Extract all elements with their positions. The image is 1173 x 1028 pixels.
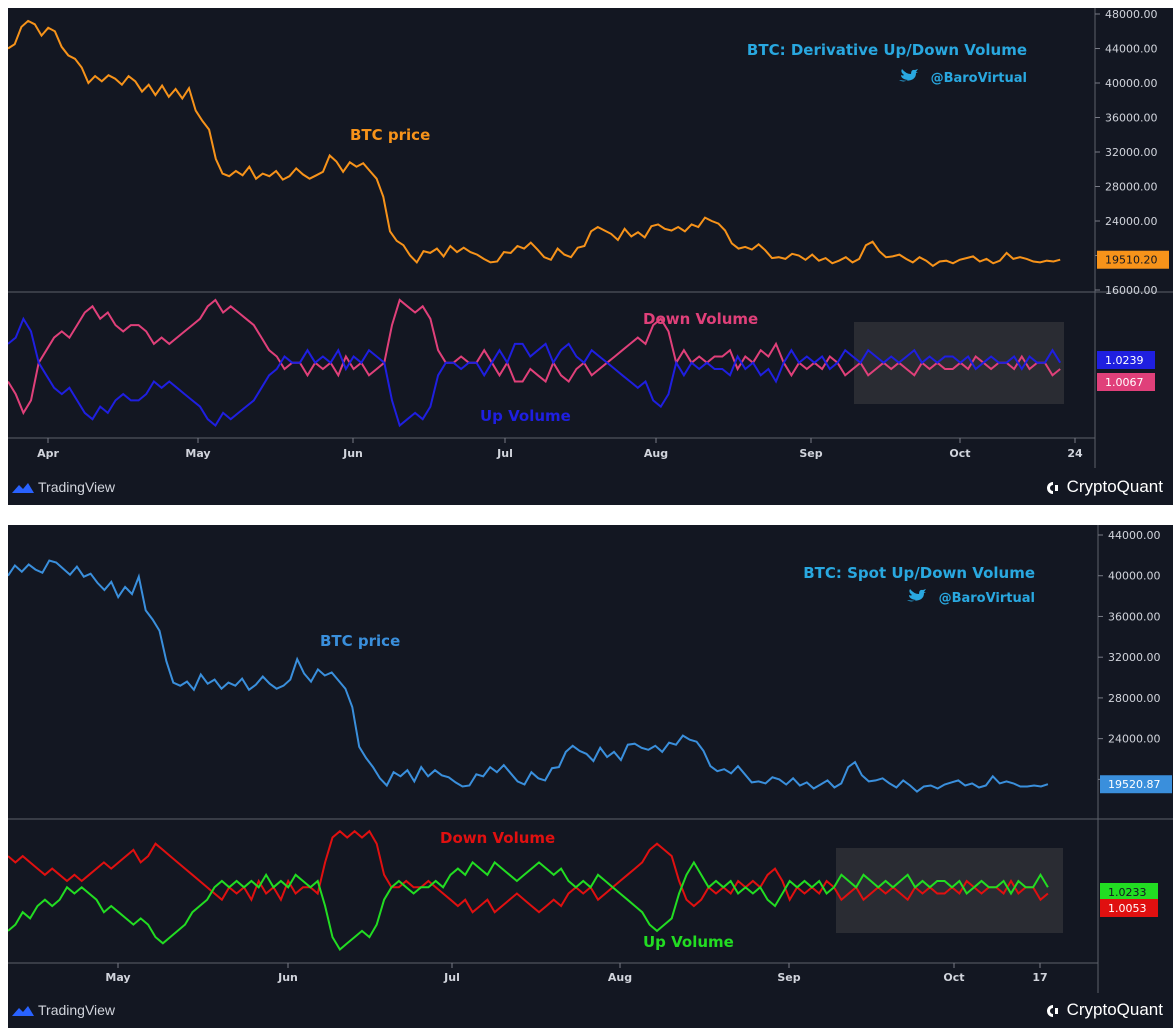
- up-volume-label: Up Volume: [480, 407, 571, 425]
- up-volume-series-line: [8, 860, 1049, 952]
- price-tick-label: 16000.00: [1105, 284, 1158, 297]
- price-tick-label: 36000.00: [1105, 112, 1158, 125]
- up-volume-last-text: 1.0239: [1105, 354, 1144, 367]
- cryptoquant-brand[interactable]: CryptoQuant: [1045, 1000, 1163, 1020]
- chart-title: BTC: Derivative Up/Down Volume: [747, 41, 1027, 59]
- price-series-label: BTC price: [320, 632, 400, 650]
- price-tick-label: 48000.00: [1105, 8, 1158, 21]
- tradingview-label: TradingView: [38, 479, 116, 495]
- spot-chart-panel: 44000.00 40000.00 36000.00 32000.00 28000.00…: [8, 525, 1173, 1028]
- time-tick-label: Oct: [949, 447, 970, 460]
- price-tick-label: 40000.00: [1108, 570, 1161, 583]
- price-last-value-text: 19520.87: [1108, 778, 1161, 791]
- tradingview-label: TradingView: [38, 1002, 116, 1018]
- price-tick-label: 24000.00: [1108, 733, 1161, 746]
- time-tick-label: 24: [1067, 447, 1083, 460]
- time-tick-label: Apr: [37, 447, 59, 460]
- time-tick-label: May: [185, 447, 210, 460]
- down-volume-last-text: 1.0053: [1108, 902, 1147, 915]
- time-tick-label: Jun: [342, 447, 363, 460]
- time-tick-label: Aug: [608, 971, 632, 984]
- up-volume-last-badge: [1097, 351, 1155, 369]
- cryptoquant-logo-icon: [1046, 1004, 1058, 1017]
- down-volume-label: Down Volume: [440, 829, 555, 847]
- time-tick-label: Jul: [496, 447, 513, 460]
- price-last-value-badge: [1100, 775, 1172, 794]
- cryptoquant-label: CryptoQuant: [1066, 477, 1163, 496]
- derivative-chart-panel: 48000.00 44000.00 40000.00 36000.00 32000.00…: [8, 8, 1173, 505]
- tradingview-brand[interactable]: TradingView: [12, 1002, 115, 1018]
- price-tick-label: 44000.00: [1105, 43, 1158, 56]
- up-volume-label: Up Volume: [643, 933, 734, 951]
- cryptoquant-logo-icon: [1046, 481, 1058, 494]
- time-tick-label: Aug: [644, 447, 668, 460]
- chart-footer: TradingView CryptoQuant: [8, 994, 1173, 1028]
- time-tick-label: Jun: [277, 971, 298, 984]
- price-tick-label: 44000.00: [1108, 529, 1161, 542]
- price-series-label: BTC price: [350, 126, 430, 144]
- price-tick-label: 28000.00: [1105, 181, 1158, 194]
- price-last-value-badge: [1097, 250, 1169, 269]
- price-tick-label: 36000.00: [1108, 610, 1161, 623]
- down-volume-label: Down Volume: [643, 310, 758, 328]
- price-tick-label: 24000.00: [1105, 215, 1158, 228]
- price-last-value-text: 19510.20: [1105, 254, 1158, 267]
- up-volume-last-badge: [1100, 883, 1158, 901]
- time-tick-label: Oct: [943, 971, 964, 984]
- cryptoquant-brand[interactable]: CryptoQuant: [1045, 477, 1163, 497]
- price-tick-label: 32000.00: [1108, 651, 1161, 664]
- up-volume-series-line: [8, 316, 1062, 428]
- tradingview-logo-icon: [12, 1006, 34, 1017]
- time-tick-label: Jul: [443, 971, 460, 984]
- twitter-icon: [907, 589, 926, 602]
- down-volume-last-badge: [1097, 373, 1155, 391]
- price-series-line: [8, 559, 1049, 793]
- spot-chart-svg: 44000.00 40000.00 36000.00 32000.00 28000.00…: [8, 525, 1173, 993]
- down-volume-series-line: [8, 829, 1049, 914]
- down-volume-series-line: [8, 298, 1061, 416]
- derivative-chart-svg: 48000.00 44000.00 40000.00 36000.00 32000.00…: [8, 8, 1173, 468]
- twitter-icon: [899, 69, 918, 82]
- down-volume-last-badge: [1100, 899, 1158, 917]
- tradingview-brand[interactable]: TradingView: [12, 479, 115, 495]
- time-tick-label: May: [105, 971, 130, 984]
- price-tick-label: 40000.00: [1105, 77, 1158, 90]
- price-tick-label: 32000.00: [1105, 146, 1158, 159]
- price-tick-label: 28000.00: [1108, 692, 1161, 705]
- cryptoquant-label: CryptoQuant: [1066, 1000, 1163, 1019]
- tradingview-logo-icon: [12, 483, 34, 494]
- time-tick-label: Sep: [799, 447, 822, 460]
- chart-subtitle: @BaroVirtual: [931, 71, 1027, 86]
- chart-subtitle: @BaroVirtual: [939, 591, 1035, 606]
- down-volume-last-text: 1.0067: [1105, 376, 1144, 389]
- up-volume-last-text: 1.0233: [1108, 886, 1147, 899]
- time-tick-label: Sep: [777, 971, 800, 984]
- chart-title: BTC: Spot Up/Down Volume: [803, 564, 1035, 582]
- time-tick-label: 17: [1032, 971, 1047, 984]
- chart-footer: TradingView CryptoQuant: [8, 471, 1173, 505]
- price-series-line: [8, 19, 1061, 268]
